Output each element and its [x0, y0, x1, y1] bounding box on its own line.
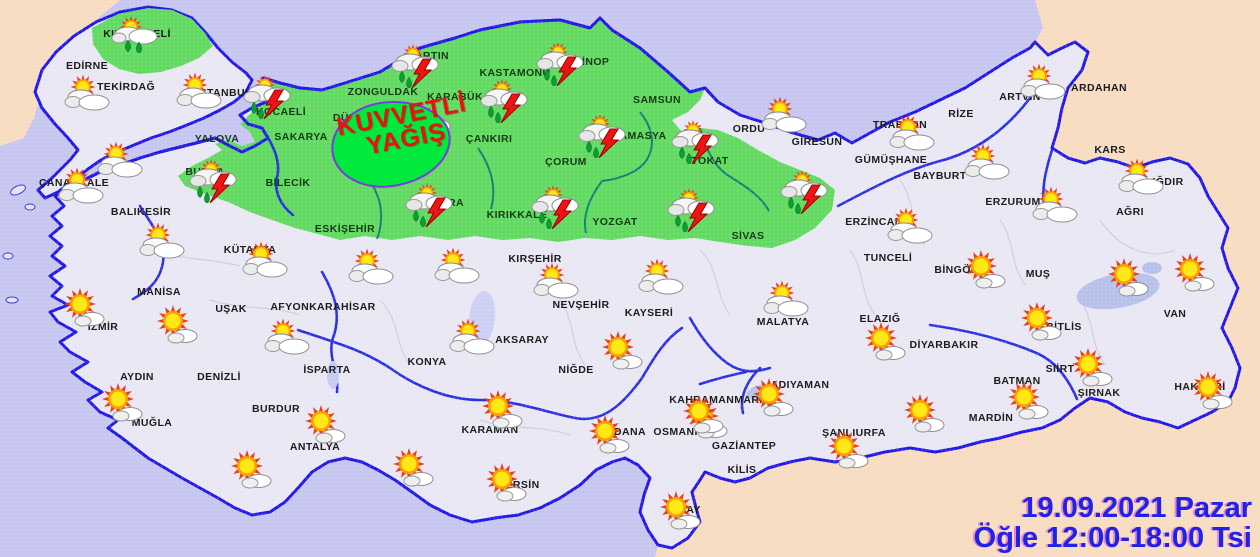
- label-nevsehir: NEVŞEHİR: [552, 299, 610, 311]
- label-bilecik: BİLECİK: [265, 177, 311, 189]
- label-agri: AĞRI: [1116, 206, 1144, 218]
- label-mersin: MERSİN: [496, 479, 540, 491]
- label-balikesir: BALIKESİR: [110, 206, 172, 218]
- label-nigde: NİĞDE: [558, 364, 594, 376]
- label-usak: UŞAK: [215, 303, 247, 315]
- label-samsun: SAMSUN: [633, 94, 681, 106]
- label-siirt: SİİRT: [1045, 363, 1075, 375]
- label-erzincan: ERZİNCAN: [845, 216, 903, 228]
- label-tekirdag: TEKİRDAĞ: [96, 81, 156, 93]
- label-konya: KONYA: [407, 356, 447, 368]
- label-kocaeli: KOCAELİ: [255, 106, 307, 118]
- foreign-land-east-south: [655, 0, 1260, 557]
- label-ordu: ORDU: [732, 123, 766, 135]
- label-tokat: TOKAT: [691, 155, 729, 167]
- label-batman: BATMAN: [993, 375, 1041, 387]
- label-yozgat: YOZGAT: [592, 216, 638, 228]
- coastline-stroke: [262, 16, 720, 104]
- label-van: VAN: [1163, 308, 1187, 320]
- label-erzurum: ERZURUM: [985, 196, 1041, 208]
- label-sakarya: SAKARYA: [274, 131, 328, 143]
- label-mus: MUŞ: [1025, 268, 1051, 280]
- label-igdir: IĞDIR: [1152, 176, 1184, 188]
- label-kahramanmaras: KAHRAMANMARAŞ: [669, 394, 775, 406]
- label-osmaniye: OSMANİYE: [653, 426, 713, 438]
- label-malatya: MALATYA: [756, 316, 810, 328]
- label-bartin: BARTIN: [406, 50, 450, 62]
- label-sivas: SİVAS: [731, 230, 765, 242]
- label-aksaray: AKSARAY: [495, 334, 549, 346]
- label-tunceli: TUNCELİ: [863, 252, 913, 264]
- label-amasya: AMASYA: [619, 130, 667, 142]
- label-burdur: BURDUR: [252, 403, 300, 415]
- foreign-land-northwest: [0, 0, 120, 146]
- label-manisa: MANİSA: [137, 286, 181, 298]
- label-isparta: İSPARTA: [303, 364, 351, 376]
- label-sirnak: ŞIRNAK: [1077, 387, 1121, 399]
- label-aydin: AYDIN: [120, 371, 154, 383]
- label-denizli: DENİZLİ: [197, 371, 241, 383]
- forecast-datetime: 19.09.2021 Pazar Öğle 12:00-18:00 Tsi: [974, 493, 1252, 553]
- label-kutahya: KÜTAHYA: [223, 244, 277, 256]
- label-karabuk: KARABÜK: [427, 91, 483, 103]
- label-giresun: GİRESUN: [791, 136, 843, 148]
- label-sinop: SİNOP: [574, 56, 610, 68]
- label-canakkale: ÇANAKKALE: [38, 177, 110, 189]
- label-hakkari: HAKKARİ: [1174, 381, 1226, 393]
- label-gumushane: GÜMÜŞHANE: [854, 154, 928, 166]
- label-kirikkale: KIRIKKALE: [486, 209, 548, 221]
- label-ardahan: ARDAHAN: [1071, 82, 1127, 94]
- label-ankara: ANKARA: [416, 197, 464, 209]
- label-corum: ÇORUM: [545, 156, 587, 168]
- label-artvin: ARTVİN: [999, 91, 1041, 103]
- label-kastamonu: KASTAMONU: [479, 67, 551, 79]
- label-diyarbakir: DİYARBAKIR: [909, 339, 979, 351]
- label-kilis: KİLİS: [727, 464, 757, 476]
- label-trabzon: TRABZON: [872, 119, 928, 131]
- label-elazig: ELAZIĞ: [859, 313, 901, 325]
- label-adiyaman: ADIYAMAN: [770, 379, 830, 391]
- label-kirsehir: KIRŞEHİR: [508, 253, 562, 265]
- label-hatay: HATAY: [665, 504, 701, 516]
- label-kars: KARS: [1094, 144, 1126, 156]
- label-sanliurfa: ŞANLIURFA: [822, 427, 886, 439]
- label-rize: RİZE: [948, 108, 974, 120]
- label-afyonkarahisar: AFYONKARAHİSAR: [270, 301, 376, 313]
- label-bayburt: BAYBURT: [913, 170, 967, 182]
- label-kirklareli: KIRKLARELİ: [103, 28, 171, 40]
- label-adana: ADANA: [606, 426, 646, 438]
- label-karaman: KARAMAN: [461, 424, 519, 436]
- label-bingol: BİNGÖL: [934, 264, 978, 276]
- label-bitlis: BİTLİS: [1046, 321, 1082, 333]
- forecast-date: 19.09.2021 Pazar: [1021, 491, 1252, 524]
- forecast-time-range: Öğle 12:00-18:00 Tsi: [973, 521, 1252, 554]
- islands: [2, 184, 36, 304]
- label-mugla: MUĞLA: [131, 417, 173, 429]
- label-mardin: MARDİN: [968, 412, 1014, 424]
- label-antalya: ANTALYA: [289, 441, 341, 453]
- label-istanbul: İSTANBUL: [196, 87, 252, 99]
- label-edirne: EDİRNE: [65, 60, 109, 72]
- label-kayseri: KAYSERİ: [624, 307, 674, 319]
- label-yalova: YALOVA: [194, 133, 240, 145]
- label-izmir: İZMİR: [87, 321, 119, 333]
- label-gaziantep: GAZİANTEP: [711, 440, 777, 452]
- label-zonguldak: ZONGULDAK: [347, 86, 419, 98]
- label-eskisehir: ESKİŞEHİR: [314, 223, 376, 235]
- label-cankiri: ÇANKIRI: [465, 133, 513, 145]
- label-bursa: BURSA: [185, 166, 225, 178]
